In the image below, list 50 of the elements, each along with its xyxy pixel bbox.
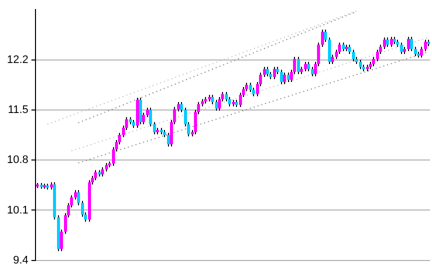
candlestick bbox=[177, 102, 180, 112]
candlestick bbox=[414, 46, 417, 57]
y-tick-label: 9.4 bbox=[13, 254, 28, 266]
candlestick bbox=[249, 82, 252, 93]
candlestick bbox=[266, 66, 269, 77]
candlestick bbox=[211, 94, 214, 105]
candlestick bbox=[94, 170, 97, 181]
y-tick-label: 12.2 bbox=[6, 54, 28, 66]
candlestick bbox=[328, 37, 331, 65]
candlestick bbox=[424, 39, 427, 52]
candlestick bbox=[304, 61, 307, 72]
candlestick bbox=[139, 97, 142, 125]
candlestick bbox=[81, 200, 84, 218]
candlestick bbox=[273, 66, 276, 80]
candlestick bbox=[352, 49, 355, 62]
candlestick bbox=[142, 112, 145, 125]
candlestick bbox=[153, 122, 156, 135]
candlestick bbox=[307, 61, 310, 72]
candlestick bbox=[311, 66, 314, 77]
candlestick bbox=[331, 54, 334, 65]
candlestick bbox=[167, 132, 170, 147]
candlestick bbox=[149, 107, 152, 127]
candlestick bbox=[297, 56, 300, 75]
candlestick bbox=[359, 59, 362, 70]
candlestick bbox=[287, 72, 290, 82]
candlestick bbox=[60, 229, 63, 252]
candlestick bbox=[215, 99, 218, 112]
candlestick bbox=[390, 36, 393, 48]
candlestick bbox=[348, 44, 351, 55]
y-tick-label: 10.1 bbox=[6, 204, 28, 216]
y-tick-label: 11.5 bbox=[8, 104, 28, 116]
y-tick-label: 10.8 bbox=[6, 154, 28, 166]
candlestick bbox=[283, 72, 286, 85]
candlestick bbox=[383, 37, 386, 50]
candlestick bbox=[77, 190, 80, 206]
candlestick bbox=[420, 46, 423, 58]
candlestick bbox=[280, 69, 283, 85]
candlestick bbox=[324, 29, 327, 42]
candlestick bbox=[321, 29, 324, 48]
candlestick bbox=[410, 36, 413, 52]
candlestick bbox=[386, 37, 389, 48]
candlestick bbox=[101, 166, 104, 178]
candlestick bbox=[74, 190, 77, 200]
candlestick bbox=[180, 102, 183, 113]
candlestick bbox=[146, 107, 149, 118]
candlestick bbox=[372, 56, 375, 67]
candlestick bbox=[400, 42, 403, 55]
candlestick bbox=[338, 42, 341, 55]
candlestick bbox=[407, 36, 410, 52]
candlestick bbox=[263, 66, 266, 78]
